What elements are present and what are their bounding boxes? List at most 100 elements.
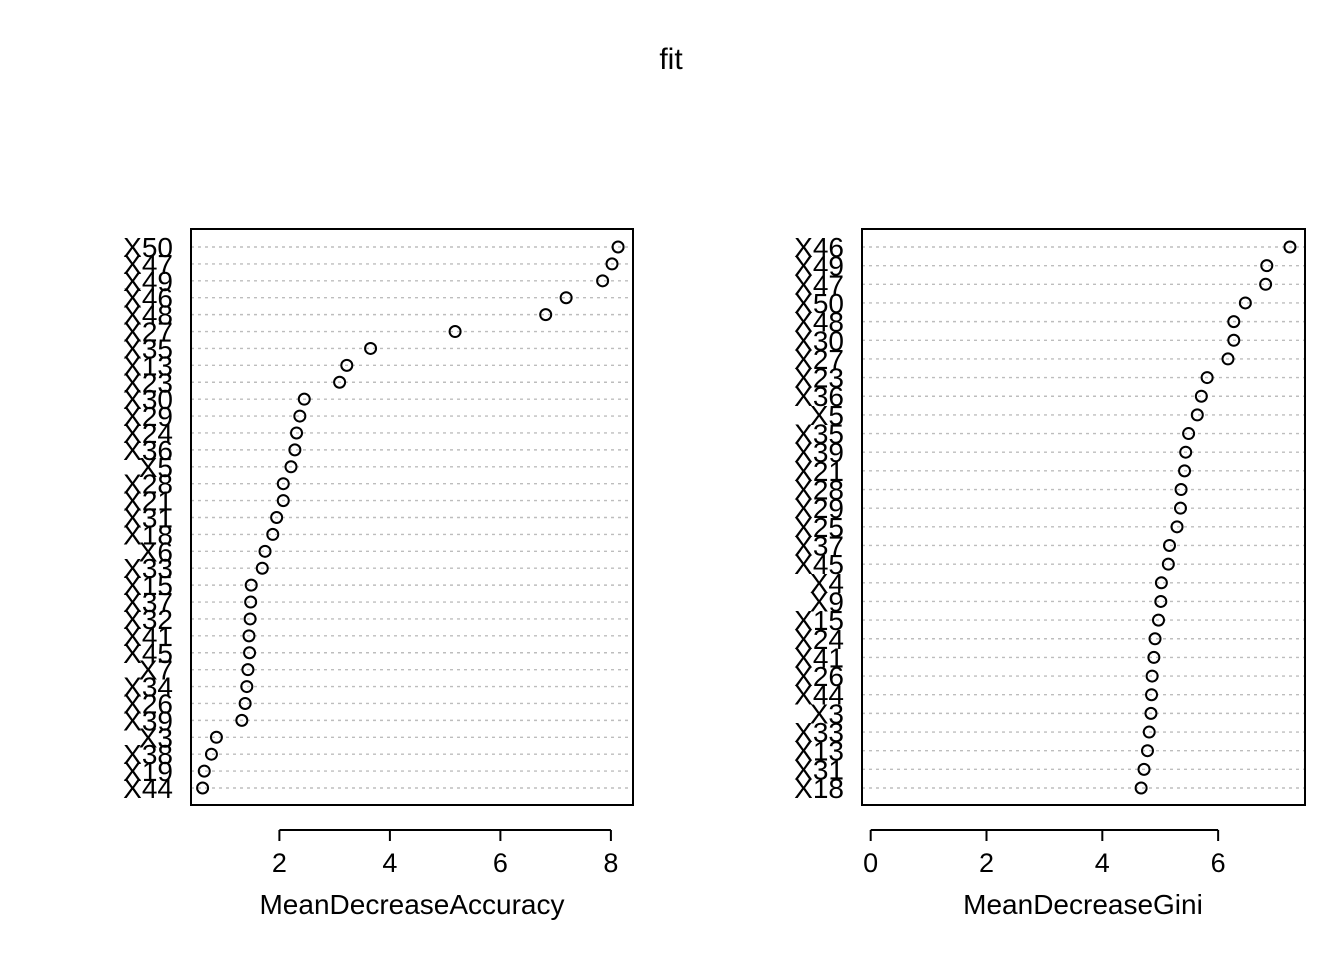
accuracy-category-label: X23 [123,367,173,398]
accuracy-category-label: X49 [123,266,173,297]
accuracy-category-label: X13 [123,350,173,381]
gini-data-point [1151,613,1165,627]
accuracy-data-point [196,781,210,795]
gini-category-label: X27 [794,344,844,375]
gini-data-point [1194,389,1208,403]
gini-data-point [1173,501,1187,515]
gini-x-tick-label: 2 [979,848,994,878]
accuracy-data-point [448,325,462,339]
gini-category-label: X47 [794,269,844,300]
accuracy-data-point [288,443,302,457]
accuracy-data-point [266,527,280,541]
gini-category-label: X5 [810,400,844,431]
gini-category-label: X13 [794,736,844,767]
accuracy-data-point [340,358,354,372]
accuracy-data-point [204,747,218,761]
accuracy-x-axis-title: MeanDecreaseAccuracy [259,889,564,920]
accuracy-data-point [238,696,252,710]
accuracy-plot-frame [190,228,634,806]
gini-category-label: X44 [794,680,844,711]
gini-category-label: X21 [794,456,844,487]
accuracy-data-point [240,680,254,694]
gini-data-point [1137,762,1151,776]
gini-data-point [1142,725,1156,739]
gini-data-point [1154,594,1168,608]
gini-data-point [1148,632,1162,646]
accuracy-x-tick-label: 8 [603,848,618,878]
gini-data-point [1162,538,1176,552]
gini-data-point [1227,333,1241,347]
gini-category-label: X31 [794,754,844,785]
accuracy-data-point [244,595,258,609]
gini-category-label: X24 [794,624,844,655]
accuracy-data-point [596,274,610,288]
accuracy-category-label: X28 [123,469,173,500]
gini-data-point [1170,520,1184,534]
accuracy-category-label: X19 [123,756,173,787]
accuracy-category-label: X33 [123,553,173,584]
accuracy-data-point [284,460,298,474]
accuracy-data-point [243,612,257,626]
gini-category-label: X36 [794,381,844,412]
gini-data-point [1144,706,1158,720]
accuracy-data-point [539,308,553,322]
accuracy-data-point [276,477,290,491]
accuracy-category-label: X21 [123,486,173,517]
accuracy-data-point [559,291,573,305]
gini-category-label: X49 [794,251,844,282]
gini-x-tick-label: 0 [863,848,878,878]
gini-category-label: X23 [794,363,844,394]
gini-data-point [1227,315,1241,329]
main-title: fit [659,43,683,76]
accuracy-category-label: X35 [123,333,173,364]
accuracy-category-label: X29 [123,401,173,432]
accuracy-category-label: X26 [123,688,173,719]
accuracy-category-label: X50 [123,232,173,263]
gini-category-label: X30 [794,325,844,356]
accuracy-data-point [297,392,311,406]
gini-category-label: X35 [794,419,844,450]
gini-data-point [1140,744,1154,758]
accuracy-data-point [293,409,307,423]
accuracy-category-label: X47 [123,249,173,280]
accuracy-data-point [243,646,257,660]
accuracy-data-point [241,663,255,677]
gini-data-point [1134,781,1148,795]
accuracy-category-label: X45 [123,638,173,669]
gini-data-point [1260,259,1274,273]
gini-data-point [1259,277,1273,291]
accuracy-data-point [290,426,304,440]
accuracy-category-label: X48 [123,300,173,331]
gini-category-label: X25 [794,512,844,543]
accuracy-category-label: X46 [123,283,173,314]
accuracy-category-label: X5 [139,452,173,483]
gini-plot-frame [861,228,1306,806]
accuracy-category-label: X30 [123,384,173,415]
accuracy-x-tick-label: 4 [382,848,397,878]
accuracy-data-point [244,578,258,592]
gini-category-label: X9 [810,586,844,617]
gini-data-point [1145,688,1159,702]
gini-category-label: X26 [794,661,844,692]
gini-category-label: X46 [794,232,844,263]
gini-category-label: X39 [794,437,844,468]
gini-category-label: X48 [794,307,844,338]
gini-category-label: X4 [810,568,844,599]
accuracy-category-label: X18 [123,519,173,550]
accuracy-category-label: X34 [123,672,173,703]
accuracy-x-tick-label: 6 [493,848,508,878]
gini-data-point [1238,296,1252,310]
gini-data-point [1154,576,1168,590]
accuracy-category-label: X6 [139,536,173,567]
gini-panel: MeanDecreaseGini 0 2 4 6X46X49X47X50X48X30X… [794,228,1306,920]
gini-category-label: X41 [794,642,844,673]
gini-data-point [1179,445,1193,459]
accuracy-category-label: X39 [123,705,173,736]
accuracy-category-label: X44 [123,773,173,804]
accuracy-data-point [258,544,272,558]
gini-category-label: X37 [794,530,844,561]
accuracy-data-point [270,511,284,524]
gini-data-point [1178,464,1192,478]
accuracy-data-point [333,375,347,389]
